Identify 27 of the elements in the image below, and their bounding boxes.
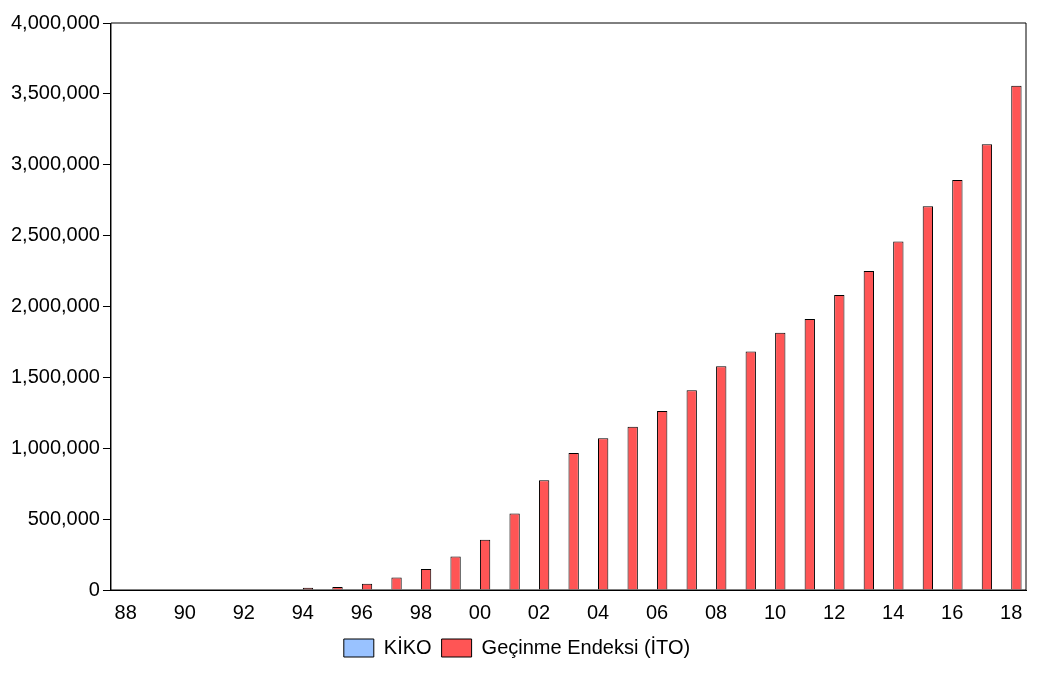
x-tick-label: 16	[941, 600, 964, 623]
x-tick-label: 10	[763, 600, 787, 623]
x-tick-label: 00	[468, 600, 492, 623]
x-tick-label: 08	[704, 600, 728, 623]
y-tick-label: 2,500,000	[10, 223, 100, 246]
y-tick-label: 3,000,000	[10, 152, 100, 175]
x-tick-label: 12	[823, 600, 846, 623]
x-tick-label: 96	[350, 600, 373, 623]
y-tick-label: 1,500,000	[10, 364, 100, 387]
y-tick-label: 3,500,000	[10, 81, 100, 104]
x-tick-label: 90	[173, 600, 196, 623]
y-tick-label: 1,000,000	[10, 435, 100, 458]
x-tick-label: 02	[527, 600, 551, 623]
x-tick-label: 06	[645, 600, 669, 623]
y-tick-label: 500,000	[27, 506, 100, 529]
x-tick-label: 98	[409, 600, 433, 623]
y-tick-label: 0	[88, 577, 100, 600]
x-tick-label: 92	[232, 600, 255, 623]
x-tick-label: 94	[291, 600, 314, 623]
y-tick-label: 2,000,000	[10, 294, 100, 317]
x-tick-label: 14	[882, 600, 905, 623]
legend-label: KİKO	[383, 635, 432, 658]
y-tick-label: 4,000,000	[10, 10, 100, 33]
x-tick-label: 18	[1000, 600, 1023, 623]
x-tick-label: 88	[114, 600, 137, 623]
x-tick-label: 04	[586, 600, 610, 623]
legend-label: Geçinme Endeksi (İTO)	[481, 635, 691, 658]
